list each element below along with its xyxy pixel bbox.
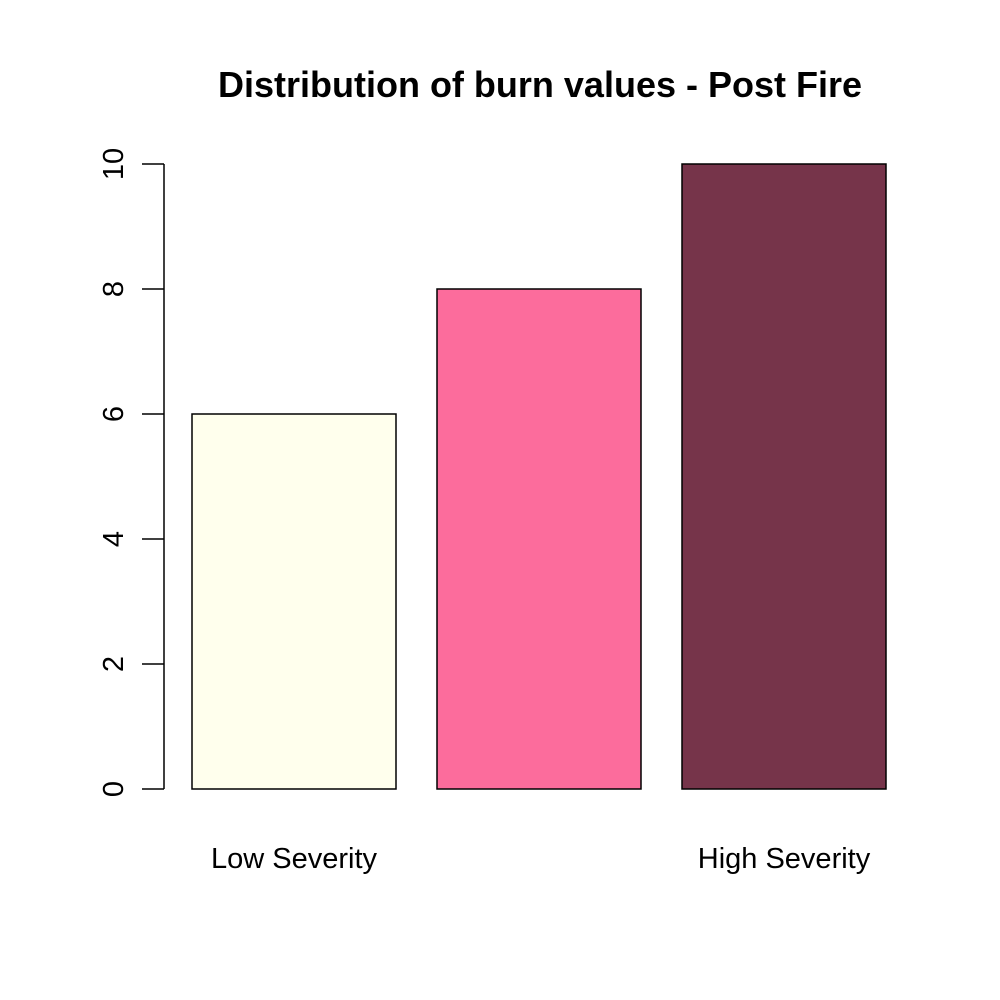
bar-1 bbox=[191, 413, 397, 790]
x-axis-labels: Low Severity High Severity bbox=[211, 843, 871, 875]
y-tick-label: 6 bbox=[98, 406, 130, 422]
y-tick-label: 2 bbox=[98, 656, 130, 672]
chart-title: Distribution of burn values - Post Fire bbox=[218, 64, 862, 105]
y-tick-label: 0 bbox=[98, 781, 130, 797]
y-tick-label: 10 bbox=[98, 148, 130, 180]
bars bbox=[191, 163, 887, 790]
x-category-label: Low Severity bbox=[211, 843, 378, 875]
bar-3 bbox=[681, 163, 887, 790]
bar-2 bbox=[436, 288, 642, 790]
y-tick-label: 8 bbox=[98, 281, 130, 297]
y-tick-label: 4 bbox=[98, 531, 130, 547]
x-category-label: High Severity bbox=[698, 843, 871, 875]
y-axis: 0 2 4 6 8 10 bbox=[98, 148, 165, 797]
